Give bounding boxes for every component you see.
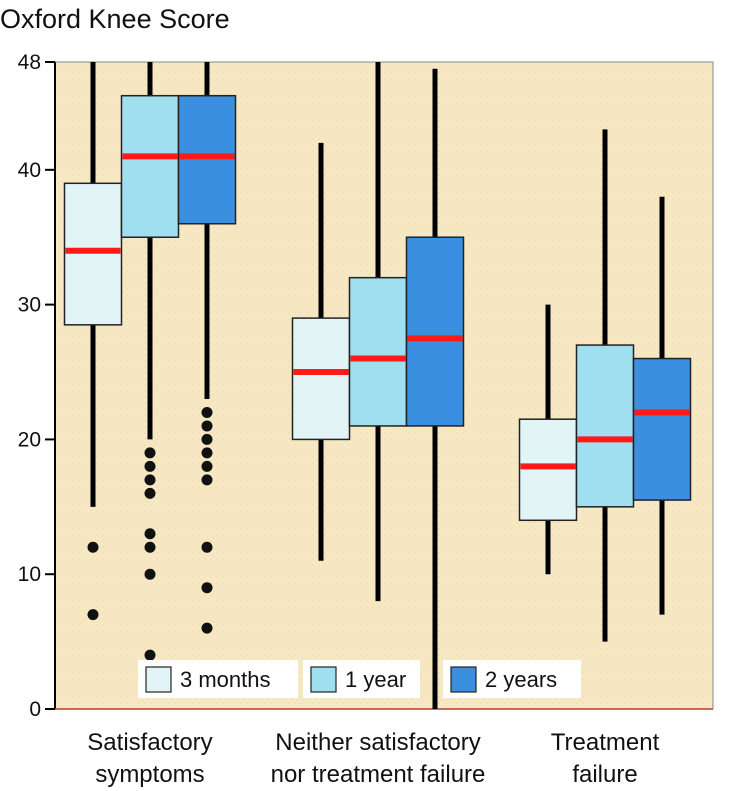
box-2-0	[177, 62, 237, 634]
y-tick-label: 48	[18, 51, 41, 74]
category-label: Neither satisfactory nor treatment failur…	[271, 729, 486, 788]
outlier-point	[144, 487, 156, 499]
legend-swatch	[450, 666, 477, 693]
y-axis: 0 10 20 30 40 48	[18, 51, 713, 721]
boxes-layer	[63, 62, 692, 709]
box-1-2	[575, 129, 635, 642]
box-2-1	[405, 68, 465, 709]
y-tick-label: 40	[18, 159, 41, 182]
legend-label: 1 year	[345, 667, 406, 692]
outlier-point	[87, 541, 99, 553]
box-2-2	[632, 196, 692, 615]
y-tick-label: 10	[18, 563, 41, 586]
y-tick-label: 20	[18, 428, 41, 451]
y-tick-label: 0	[29, 698, 41, 721]
outlier-point	[201, 447, 213, 459]
y-tick-label: 30	[18, 294, 41, 317]
outlier-point	[201, 582, 213, 594]
outlier-point	[201, 433, 213, 445]
legend-item: 2 years	[443, 660, 581, 698]
iqr-box	[291, 317, 351, 441]
iqr-box	[177, 94, 237, 225]
outlier-point	[201, 541, 213, 553]
outlier-point	[201, 474, 213, 486]
legend-swatch	[145, 666, 172, 693]
box-1-0	[120, 62, 180, 661]
outlier-point	[201, 420, 213, 432]
iqr-box	[120, 94, 180, 238]
outlier-point	[144, 460, 156, 472]
category-label: Treatment failure	[551, 729, 660, 788]
box-1-1	[348, 62, 408, 602]
outlier-point	[144, 649, 156, 661]
iqr-box	[518, 418, 578, 522]
legend-item: 3 months	[138, 660, 298, 698]
legend-item: 1 year	[303, 660, 420, 698]
iqr-box	[632, 357, 692, 501]
outlier-point	[144, 541, 156, 553]
box-0-2	[518, 304, 578, 575]
box-0-1	[291, 142, 351, 561]
category-label: Satisfactory symptoms	[87, 729, 212, 788]
chart-title: Oxford Knee Score	[0, 4, 230, 34]
iqr-box	[405, 236, 465, 427]
outlier-point	[144, 474, 156, 486]
legend-swatch	[310, 666, 337, 693]
outlier-point	[144, 528, 156, 540]
legend: 3 months 1 year 2 years	[138, 660, 581, 698]
legend-label: 3 months	[180, 667, 271, 692]
outlier-point	[87, 609, 99, 621]
iqr-box	[575, 344, 635, 508]
outlier-point	[144, 568, 156, 580]
outlier-point	[201, 406, 213, 418]
outlier-point	[144, 447, 156, 459]
outlier-point	[201, 460, 213, 472]
outlier-point	[201, 622, 213, 634]
box-0-0	[63, 62, 123, 621]
iqr-box	[348, 276, 408, 427]
iqr-box	[63, 182, 123, 326]
category-labels: Satisfactory symptoms Neither satisfactory…	[87, 729, 659, 788]
legend-label: 2 years	[485, 667, 557, 692]
